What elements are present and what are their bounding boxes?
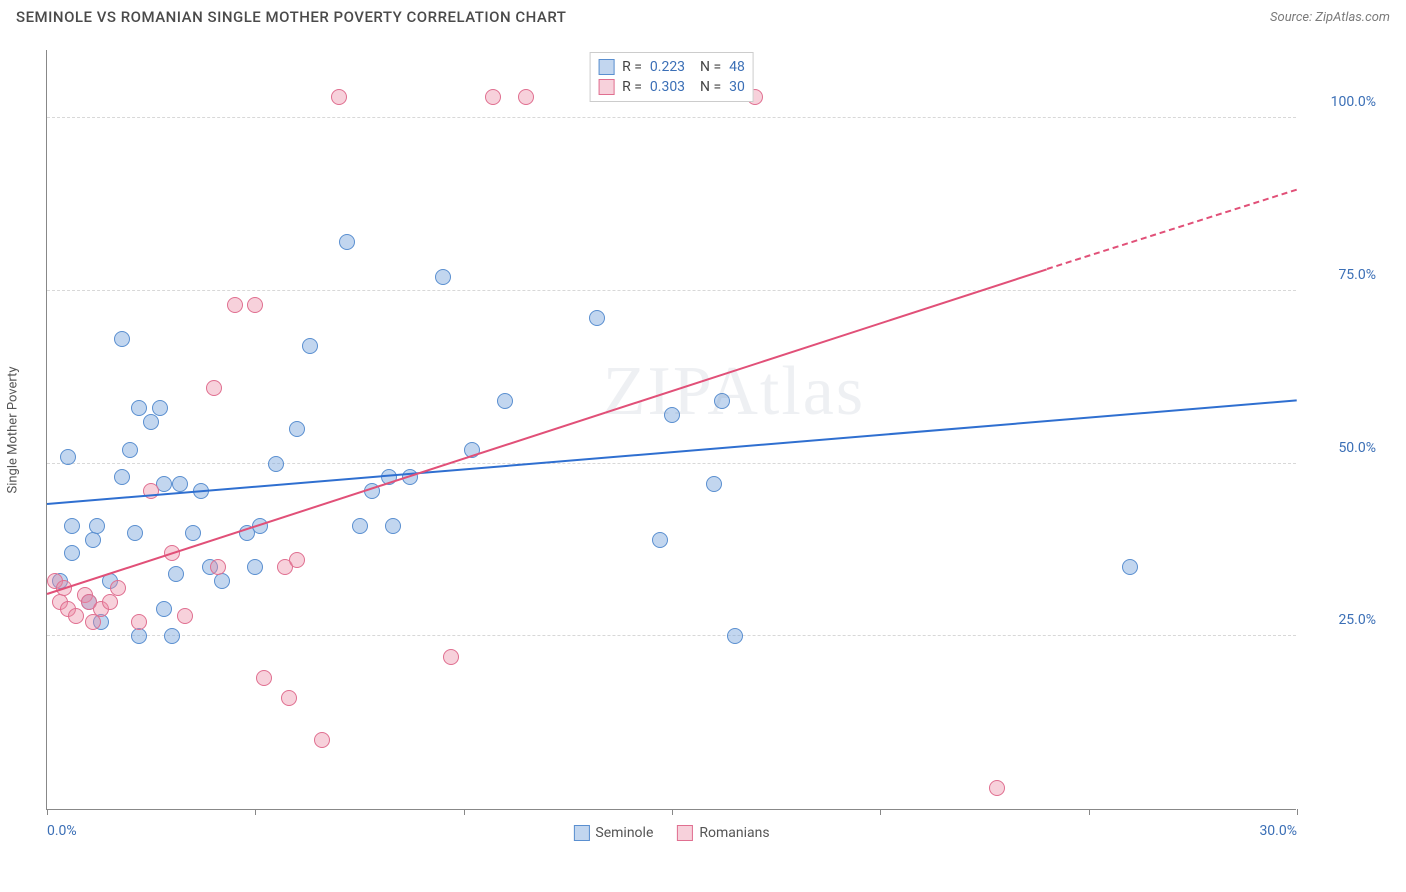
- legend-correlation: R = 0.223 N = 48R = 0.303 N = 30: [589, 52, 754, 102]
- scatter-point: [497, 393, 513, 409]
- trend-line: [1047, 189, 1298, 270]
- scatter-point: [185, 525, 201, 541]
- legend-n-label: N =: [693, 59, 721, 75]
- scatter-point: [268, 456, 284, 472]
- scatter-point: [443, 649, 459, 665]
- scatter-point: [60, 449, 76, 465]
- scatter-point: [168, 566, 184, 582]
- plot-area: ZIPAtlas Single Mother Poverty R = 0.223…: [46, 50, 1296, 810]
- legend-r-label: R =: [622, 79, 642, 95]
- scatter-point: [89, 518, 105, 534]
- scatter-point: [127, 525, 143, 541]
- scatter-point: [281, 690, 297, 706]
- scatter-point: [164, 628, 180, 644]
- x-tick-label: 0.0%: [47, 823, 77, 839]
- scatter-point: [664, 407, 680, 423]
- watermark: ZIPAtlas: [603, 352, 865, 432]
- legend-swatch: [677, 825, 693, 841]
- legend-n-value: 30: [729, 79, 745, 95]
- scatter-point: [68, 608, 84, 624]
- scatter-point: [247, 559, 263, 575]
- legend-row: R = 0.223 N = 48: [598, 57, 745, 77]
- scatter-point: [102, 594, 118, 610]
- legend-swatch: [573, 825, 589, 841]
- chart-title: SEMINOLE VS ROMANIAN SINGLE MOTHER POVER…: [16, 8, 566, 26]
- y-tick-label: 25.0%: [1306, 612, 1376, 628]
- scatter-point: [339, 234, 355, 250]
- legend-item: Seminole: [573, 825, 653, 841]
- source-label: Source: ZipAtlas.com: [1270, 10, 1390, 25]
- scatter-point: [143, 414, 159, 430]
- gridline: [47, 463, 1296, 464]
- scatter-point: [131, 628, 147, 644]
- gridline: [47, 635, 1296, 636]
- scatter-point: [172, 476, 188, 492]
- scatter-point: [289, 421, 305, 437]
- legend-r-value: 0.223: [650, 59, 685, 75]
- x-tick: [255, 809, 256, 815]
- legend-series: Seminole Romanians: [573, 825, 769, 841]
- scatter-point: [206, 380, 222, 396]
- scatter-point: [331, 89, 347, 105]
- legend-n-label: N =: [693, 79, 721, 95]
- scatter-point: [110, 580, 126, 596]
- scatter-point: [652, 532, 668, 548]
- legend-row: R = 0.303 N = 30: [598, 77, 745, 97]
- scatter-point: [385, 518, 401, 534]
- scatter-point: [214, 573, 230, 589]
- x-tick-label: 30.0%: [1259, 823, 1297, 839]
- x-tick: [672, 809, 673, 815]
- scatter-point: [64, 545, 80, 561]
- y-axis-title: Single Mother Poverty: [6, 366, 21, 493]
- legend-swatch: [598, 79, 614, 95]
- x-tick: [1297, 809, 1298, 815]
- scatter-point: [131, 614, 147, 630]
- scatter-point: [152, 400, 168, 416]
- scatter-point: [64, 518, 80, 534]
- scatter-point: [85, 614, 101, 630]
- scatter-point: [114, 469, 130, 485]
- x-tick: [464, 809, 465, 815]
- scatter-point: [177, 608, 193, 624]
- scatter-point: [131, 400, 147, 416]
- scatter-point: [1122, 559, 1138, 575]
- scatter-point: [714, 393, 730, 409]
- legend-label: Romanians: [699, 825, 769, 841]
- scatter-point: [114, 331, 130, 347]
- x-tick: [880, 809, 881, 815]
- scatter-point: [85, 532, 101, 548]
- scatter-point: [518, 89, 534, 105]
- legend-label: Seminole: [595, 825, 653, 841]
- scatter-point: [289, 552, 305, 568]
- legend-swatch: [598, 59, 614, 75]
- legend-n-value: 48: [729, 59, 745, 75]
- scatter-point: [435, 269, 451, 285]
- scatter-point: [247, 297, 263, 313]
- gridline: [47, 290, 1296, 291]
- scatter-point: [227, 297, 243, 313]
- scatter-point: [589, 310, 605, 326]
- scatter-point: [352, 518, 368, 534]
- y-tick-label: 100.0%: [1306, 94, 1376, 110]
- y-tick-label: 75.0%: [1306, 267, 1376, 283]
- scatter-point: [122, 442, 138, 458]
- legend-r-label: R =: [622, 59, 642, 75]
- scatter-point: [706, 476, 722, 492]
- x-tick: [1089, 809, 1090, 815]
- y-tick-label: 50.0%: [1306, 440, 1376, 456]
- scatter-point: [156, 601, 172, 617]
- scatter-point: [314, 732, 330, 748]
- scatter-point: [210, 559, 226, 575]
- scatter-point: [989, 780, 1005, 796]
- legend-r-value: 0.303: [650, 79, 685, 95]
- gridline: [47, 117, 1296, 118]
- legend-item: Romanians: [677, 825, 769, 841]
- scatter-point: [302, 338, 318, 354]
- scatter-point: [256, 670, 272, 686]
- scatter-point: [485, 89, 501, 105]
- scatter-point: [727, 628, 743, 644]
- x-tick: [47, 809, 48, 815]
- chart-container: ZIPAtlas Single Mother Poverty R = 0.223…: [46, 50, 1386, 840]
